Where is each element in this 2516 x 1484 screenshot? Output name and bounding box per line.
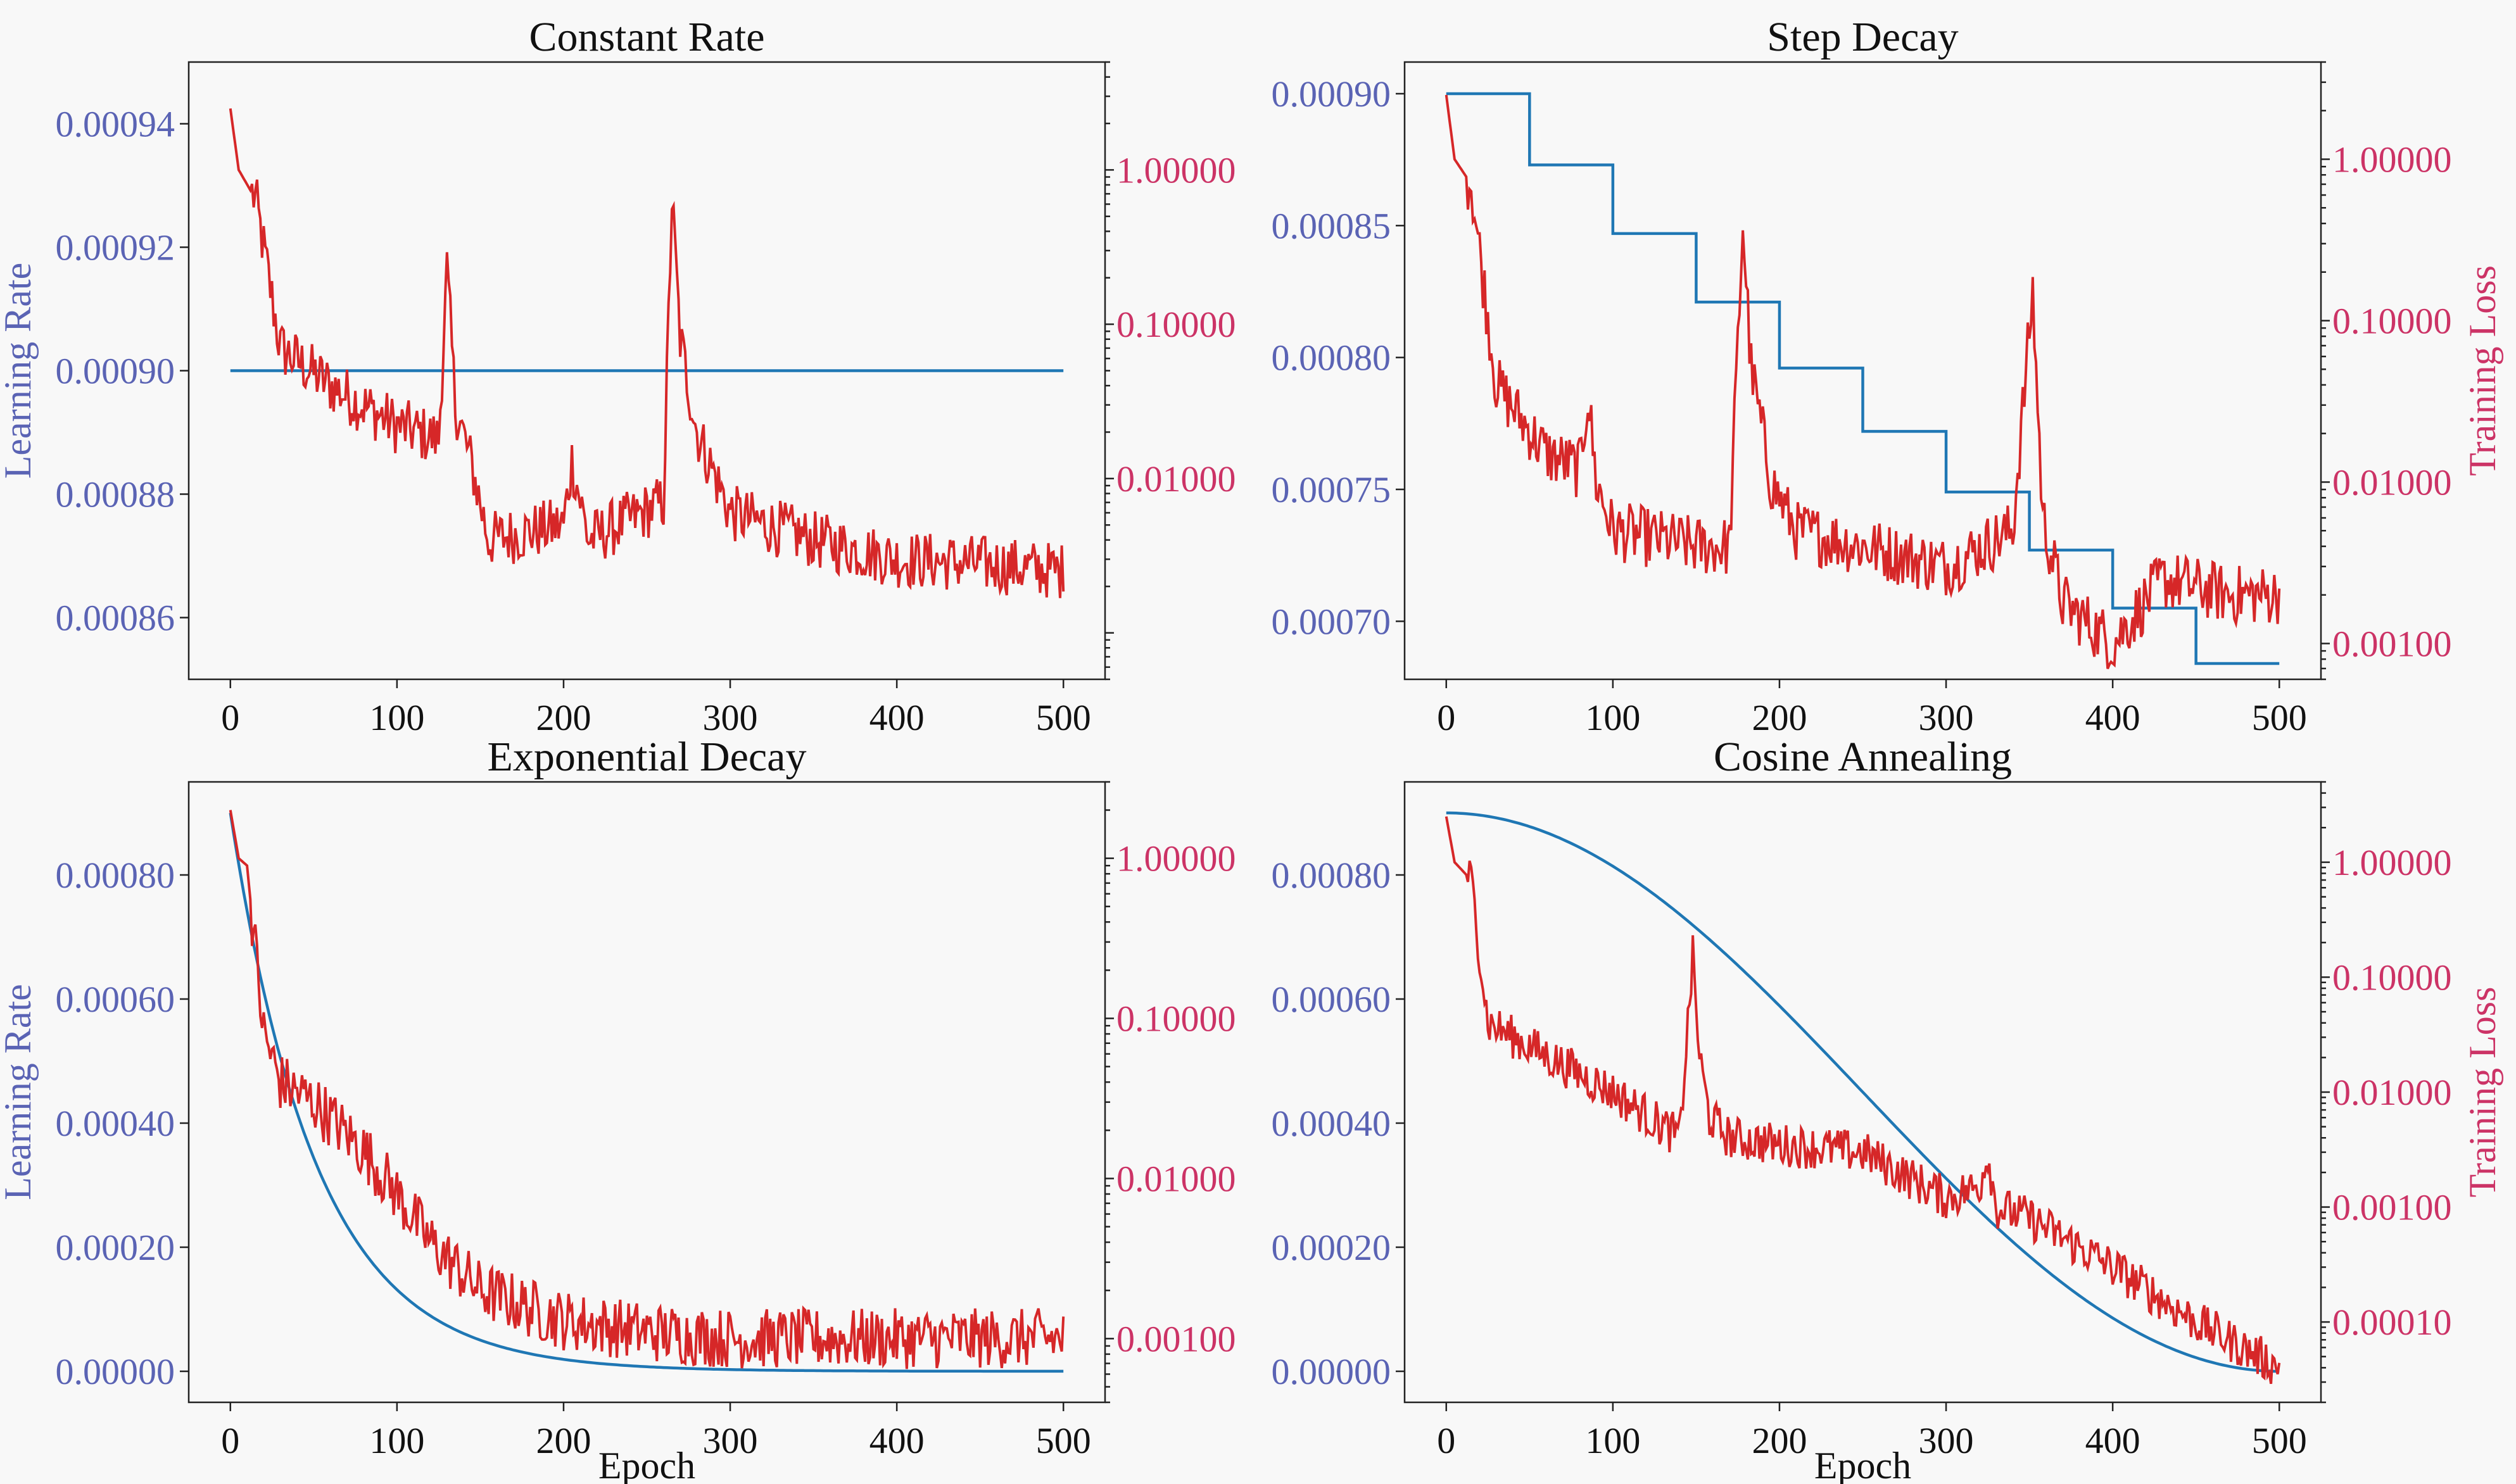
x-tick-label: 0 (1437, 697, 1455, 738)
y2-tick-label: 0.10000 (1116, 998, 1236, 1040)
y-tick-label: 0.00080 (56, 855, 175, 896)
y-tick-label: 0.00080 (1272, 337, 1391, 379)
y2-tick-label: 1.00000 (1116, 149, 1236, 191)
panel-3: Exponential Decay 0 100 200 300 400 500 0.00000… (0, 734, 1236, 1484)
y2-tick-label: 0.01000 (1116, 1158, 1236, 1199)
x-tick-label: 100 (1585, 1420, 1640, 1461)
chart-title: Step Decay (1767, 14, 1958, 60)
x-tick-label: 300 (703, 1420, 758, 1461)
y2-tick-label: 0.01000 (2332, 1072, 2452, 1113)
y-tick-label: 0.00070 (1272, 601, 1391, 642)
y-tick-label: 0.00092 (56, 227, 175, 268)
x-tick-label: 400 (2085, 1420, 2140, 1461)
y-tick-label: 0.00090 (56, 351, 175, 392)
loss-series-line (229, 108, 1065, 598)
x-tick-label: 400 (869, 697, 925, 738)
y-tick-label: 0.00086 (56, 598, 175, 639)
x-tick-label: 200 (536, 1420, 591, 1461)
x-tick-label: 400 (2085, 697, 2140, 738)
panel-4: Cosine Annealing 0 100 200 300 400 500 0.00000 0… (1272, 734, 2504, 1484)
x-tick-label: 300 (1919, 697, 1974, 738)
chart-title: Exponential Decay (488, 734, 807, 780)
chart-title: Cosine Annealing (1714, 734, 2012, 780)
x-axis-label: Epoch (1814, 1445, 1911, 1484)
y2-tick-label: 1.00000 (2332, 842, 2452, 883)
x-tick-label: 0 (221, 697, 239, 738)
x-tick-label: 200 (536, 697, 591, 738)
x-tick-label: 0 (1437, 1420, 1455, 1461)
y-tick-label: 0.00088 (56, 474, 175, 515)
x-tick-label: 200 (1752, 697, 1807, 738)
y-tick-label: 0.00000 (56, 1351, 175, 1392)
y2-tick-label: 0.10000 (1116, 304, 1236, 345)
y2-tick-label: 0.10000 (2332, 957, 2452, 998)
x-tick-label: 200 (1752, 1420, 1807, 1461)
y2-tick-label: 0.01000 (1116, 458, 1236, 500)
x-tick-label: 500 (2252, 697, 2307, 738)
panel-1: Constant Rate 0 100 200 300 400 500 0.00086 0.00… (0, 14, 1236, 738)
x-tick-label: 100 (369, 1420, 424, 1461)
y-tick-label: 0.00090 (1272, 73, 1391, 115)
chart-title: Constant Rate (529, 14, 764, 60)
lr-series-line (1446, 811, 2280, 1373)
x-tick-label: 300 (703, 697, 758, 738)
y-tick-label: 0.00075 (1272, 469, 1391, 510)
y-tick-label: 0.00000 (1272, 1351, 1391, 1392)
y2-axis-label: Training Loss (2462, 265, 2503, 476)
lr-series-line (1446, 92, 2280, 665)
y-axis-label: Learning Rate (0, 984, 39, 1200)
loss-series-line (229, 810, 1065, 1369)
x-tick-label: 500 (1036, 697, 1091, 738)
lr-series-line (229, 812, 1064, 1373)
y-tick-label: 0.00060 (1272, 979, 1391, 1020)
y-axis-label: Learning Rate (0, 263, 39, 479)
x-tick-label: 100 (369, 697, 424, 738)
x-axis-label: Epoch (598, 1445, 695, 1484)
y-tick-label: 0.00040 (56, 1103, 175, 1144)
x-tick-label: 100 (1585, 697, 1640, 738)
y2-axis-label: Training Loss (2462, 987, 2503, 1198)
y2-tick-label: 0.00100 (2332, 1187, 2452, 1228)
x-tick-label: 300 (1919, 1420, 1974, 1461)
y-tick-label: 0.00020 (1272, 1227, 1391, 1268)
panel-2: Step Decay 0 100 200 300 400 500 0.00070 0.00075… (1272, 14, 2504, 738)
y2-tick-label: 0.10000 (2332, 300, 2452, 341)
loss-series-line (1444, 816, 2281, 1385)
x-tick-label: 500 (1036, 1420, 1091, 1461)
plot-frame (187, 781, 1106, 1404)
y-tick-label: 0.00094 (56, 104, 175, 145)
y-tick-label: 0.00040 (1272, 1103, 1391, 1144)
y2-tick-label: 0.01000 (2332, 462, 2452, 503)
loss-series-line (1444, 94, 2281, 670)
x-tick-label: 0 (221, 1420, 239, 1461)
y2-tick-label: 0.00100 (2332, 623, 2452, 664)
x-tick-label: 500 (2252, 1420, 2307, 1461)
x-tick-label: 400 (869, 1420, 925, 1461)
y-tick-label: 0.00060 (56, 979, 175, 1020)
y-tick-label: 0.00085 (1272, 205, 1391, 246)
y2-tick-label: 1.00000 (2332, 139, 2452, 180)
y-tick-label: 0.00080 (1272, 855, 1391, 896)
y2-tick-label: 1.00000 (1116, 838, 1236, 879)
y2-tick-label: 0.00100 (1116, 1318, 1236, 1359)
y2-tick-label: 0.00010 (2332, 1302, 2452, 1343)
y-tick-label: 0.00020 (56, 1227, 175, 1268)
